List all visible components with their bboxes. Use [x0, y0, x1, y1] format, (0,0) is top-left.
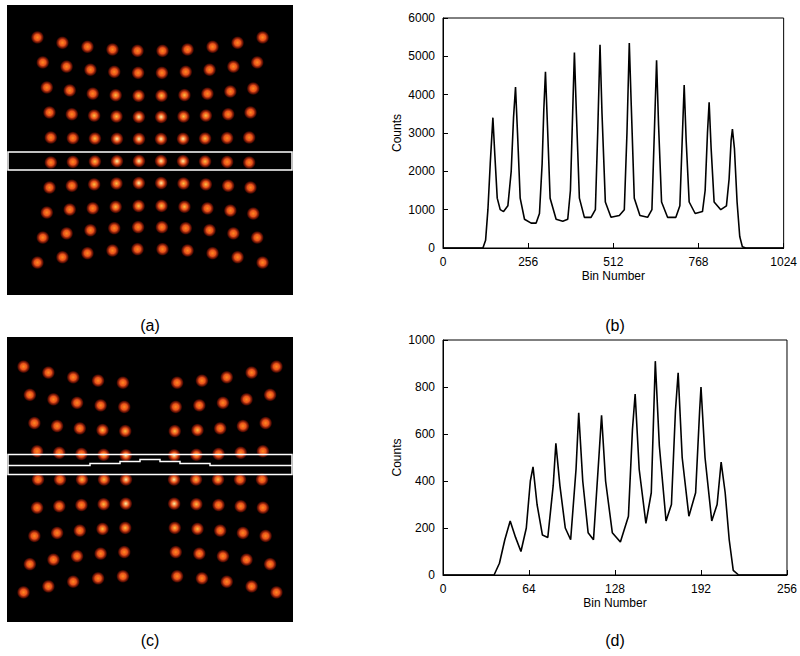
svg-text:1000: 1000 [408, 333, 435, 347]
svg-text:600: 600 [415, 427, 435, 441]
svg-text:3000: 3000 [408, 126, 435, 140]
svg-text:0: 0 [428, 241, 435, 255]
svg-text:6000: 6000 [408, 11, 435, 25]
svg-text:5000: 5000 [408, 49, 435, 63]
svg-text:128: 128 [605, 582, 625, 596]
svg-text:1000: 1000 [408, 203, 435, 217]
svg-text:2000: 2000 [408, 164, 435, 178]
svg-text:4000: 4000 [408, 88, 435, 102]
svg-text:64: 64 [522, 582, 536, 596]
svg-text:200: 200 [415, 521, 435, 535]
svg-text:0: 0 [440, 255, 447, 269]
svg-text:800: 800 [415, 380, 435, 394]
svg-text:256: 256 [777, 582, 797, 596]
svg-text:1024: 1024 [770, 255, 797, 269]
svg-text:192: 192 [691, 582, 711, 596]
svg-text:(a): (a) [140, 317, 160, 334]
svg-text:0: 0 [428, 568, 435, 582]
svg-text:512: 512 [603, 255, 623, 269]
svg-text:768: 768 [688, 255, 708, 269]
svg-text:256: 256 [518, 255, 538, 269]
svg-text:Bin Number: Bin Number [582, 269, 645, 283]
svg-text:400: 400 [415, 474, 435, 488]
svg-text:0: 0 [440, 582, 447, 596]
svg-text:Counts: Counts [390, 438, 404, 476]
svg-text:Bin Number: Bin Number [583, 596, 646, 610]
svg-text:(c): (c) [141, 632, 160, 649]
svg-text:Counts: Counts [390, 114, 404, 152]
svg-text:(b): (b) [605, 317, 625, 334]
svg-text:(d): (d) [605, 632, 625, 649]
